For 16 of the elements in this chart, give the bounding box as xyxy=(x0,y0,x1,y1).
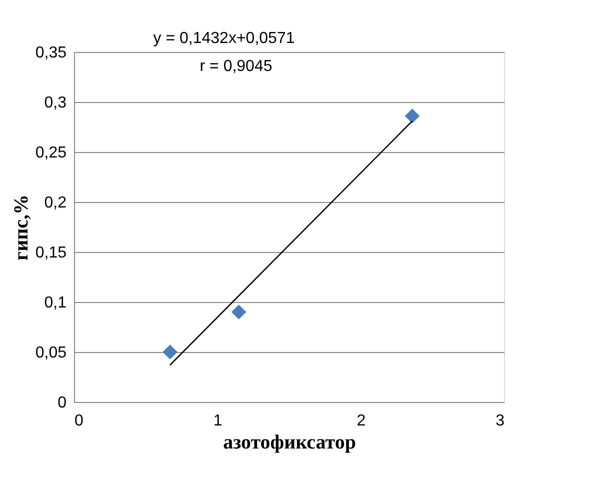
x-axis-title: азотофиксатор xyxy=(223,432,356,454)
y-axis-title: гипс,% xyxy=(10,194,32,261)
y-tick-label: 0,15 xyxy=(35,244,67,262)
x-tick-label: 3 xyxy=(496,412,505,430)
annotation: r = 0,9045 xyxy=(200,58,272,75)
y-tick-label: 0,05 xyxy=(35,344,67,362)
x-tick-label: 2 xyxy=(356,412,366,430)
y-tick-label: 0 xyxy=(58,394,67,412)
y-tick-label: 0,3 xyxy=(44,94,67,112)
x-tick-label: 0 xyxy=(74,412,84,430)
y-tick-label: 0,25 xyxy=(35,144,67,162)
y-tick-label: 0,2 xyxy=(44,194,67,212)
y-tick-label: 0,35 xyxy=(35,44,67,62)
y-tick-label: 0,1 xyxy=(44,294,67,312)
x-tick-label: 1 xyxy=(213,412,222,430)
text: y = 0,1432x+0,0571 xyxy=(153,30,295,47)
